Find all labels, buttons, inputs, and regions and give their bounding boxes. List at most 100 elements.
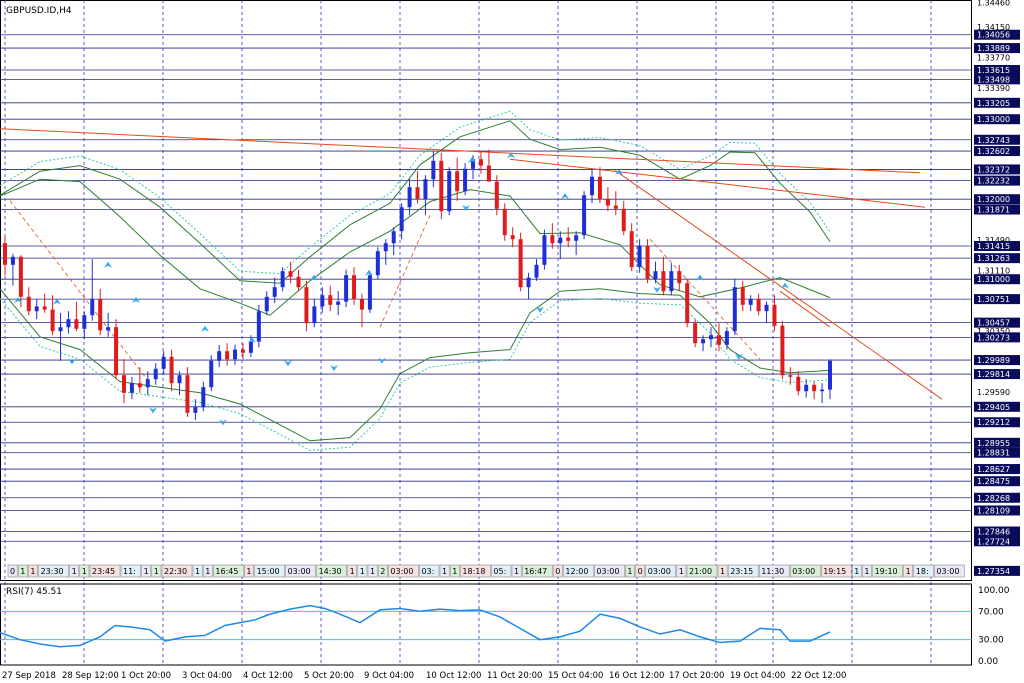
time-tag-box [820, 564, 852, 578]
time-tag-box [254, 564, 285, 578]
candle-body [447, 171, 452, 212]
price-label: 1.31110 [977, 266, 1010, 275]
vertical-grid [4, 0, 932, 665]
time-tag-text: 1 [906, 567, 911, 576]
candle-body [716, 335, 721, 345]
time-tag-text: 1 [442, 567, 447, 576]
fractal-up-arrow [14, 297, 22, 303]
price-tag-label: 1.27724 [977, 537, 1010, 546]
time-tag-text: 0 [555, 567, 560, 576]
candle-body [42, 306, 47, 310]
candle-body [26, 296, 31, 312]
price-tag-box [974, 476, 1020, 487]
price-tag-label: 1.30273 [977, 333, 1010, 342]
candle-body [383, 243, 388, 252]
candle-body [669, 271, 674, 292]
time-tag-box [862, 564, 872, 578]
price-tag-label: 1.28831 [977, 449, 1010, 458]
candle-body [320, 295, 325, 307]
time-tag-text: 1 [627, 567, 632, 576]
time-tag-text: 19:15 [823, 567, 846, 576]
price-tag-box [974, 253, 1020, 264]
candle-body [137, 383, 142, 388]
candle-body [280, 271, 285, 288]
price-tag-box [974, 369, 1020, 380]
candle-body [693, 323, 698, 344]
candle-body [336, 301, 341, 305]
candle-body [804, 384, 809, 392]
bollinger-lower-outer [0, 297, 831, 451]
candle-body [18, 256, 23, 297]
time-tick-label: 28 Sep 12:00 [62, 671, 119, 681]
time-tag-box [89, 564, 121, 578]
rsi-tick-label: 30.00 [978, 636, 1004, 646]
time-tag-text: 22:30 [164, 567, 187, 576]
candle-body [748, 299, 753, 305]
candle-body [502, 208, 507, 236]
price-tag-label: 1.31263 [977, 254, 1010, 263]
candle-body [613, 205, 618, 209]
time-tag-box [460, 564, 491, 578]
candle-body [653, 271, 658, 280]
candle-body [66, 319, 71, 328]
fractal-up-arrow [132, 297, 140, 303]
candle-body [359, 299, 364, 310]
candle-body [201, 387, 206, 408]
candle-body [828, 360, 832, 390]
price-label: 1.33770 [977, 54, 1010, 63]
candle-body [780, 325, 785, 376]
price-tag-box [974, 74, 1020, 85]
time-tick-label: 3 Oct 04:00 [182, 671, 232, 681]
time-tag-text: 1 [30, 567, 35, 576]
candle-body [304, 287, 309, 324]
price-tag-box [974, 536, 1020, 547]
trend-line [0, 128, 921, 174]
time-tag-box [563, 564, 594, 578]
candle-body [217, 351, 222, 361]
price-tag-box [974, 241, 1020, 251]
time-tag-box [758, 564, 790, 578]
candle-body [106, 327, 111, 331]
candle-body [407, 187, 412, 208]
fractal-up-arrow [53, 298, 61, 305]
price-tag-box [974, 464, 1020, 475]
rsi-panel: 100.00 70.00 30.00 0.00 [0, 583, 1010, 667]
fractal-down-arrow [330, 365, 338, 371]
candle-body [494, 181, 499, 209]
fractal-up-arrow [248, 337, 256, 343]
bollinger-middle [0, 178, 831, 316]
candle-body [558, 237, 563, 244]
candle-body [772, 304, 777, 326]
time-tag-text: 03:00 [390, 567, 413, 576]
time-tag-box [213, 564, 244, 578]
time-tick-label: 11 Oct 20:00 [487, 671, 542, 681]
time-tag-box [244, 564, 254, 578]
candle-body [209, 360, 214, 388]
horizontal-levels [0, 0, 972, 581]
price-tag-label: 1.27846 [977, 528, 1010, 537]
time-tag-box [872, 564, 903, 578]
rsi-line [0, 604, 831, 648]
time-tag-text: 16:47 [524, 567, 547, 576]
price-tag-box [974, 437, 1020, 448]
price-tag-box [974, 526, 1020, 537]
candle-body [423, 179, 428, 200]
time-tag-text: 1 [246, 567, 251, 576]
price-tag-label: 1.31871 [977, 206, 1010, 215]
price-tag-label: 1.29405 [977, 403, 1010, 412]
price-tag-label: 1.28268 [977, 494, 1010, 503]
fractal-down-arrow [653, 286, 661, 293]
price-tag-box [974, 565, 1020, 576]
candle-body [153, 368, 158, 380]
time-tag-text: 03:00 [936, 567, 959, 576]
time-tag-box [789, 564, 821, 578]
price-tag-label: 1.31000 [977, 275, 1010, 284]
candle-body [550, 235, 555, 244]
time-tag-box [357, 564, 368, 578]
price-tag-box [974, 43, 1020, 54]
time-tag-box [388, 564, 419, 578]
candle-body [455, 171, 460, 192]
price-tag-box [974, 417, 1020, 428]
time-tag-box [316, 564, 347, 578]
